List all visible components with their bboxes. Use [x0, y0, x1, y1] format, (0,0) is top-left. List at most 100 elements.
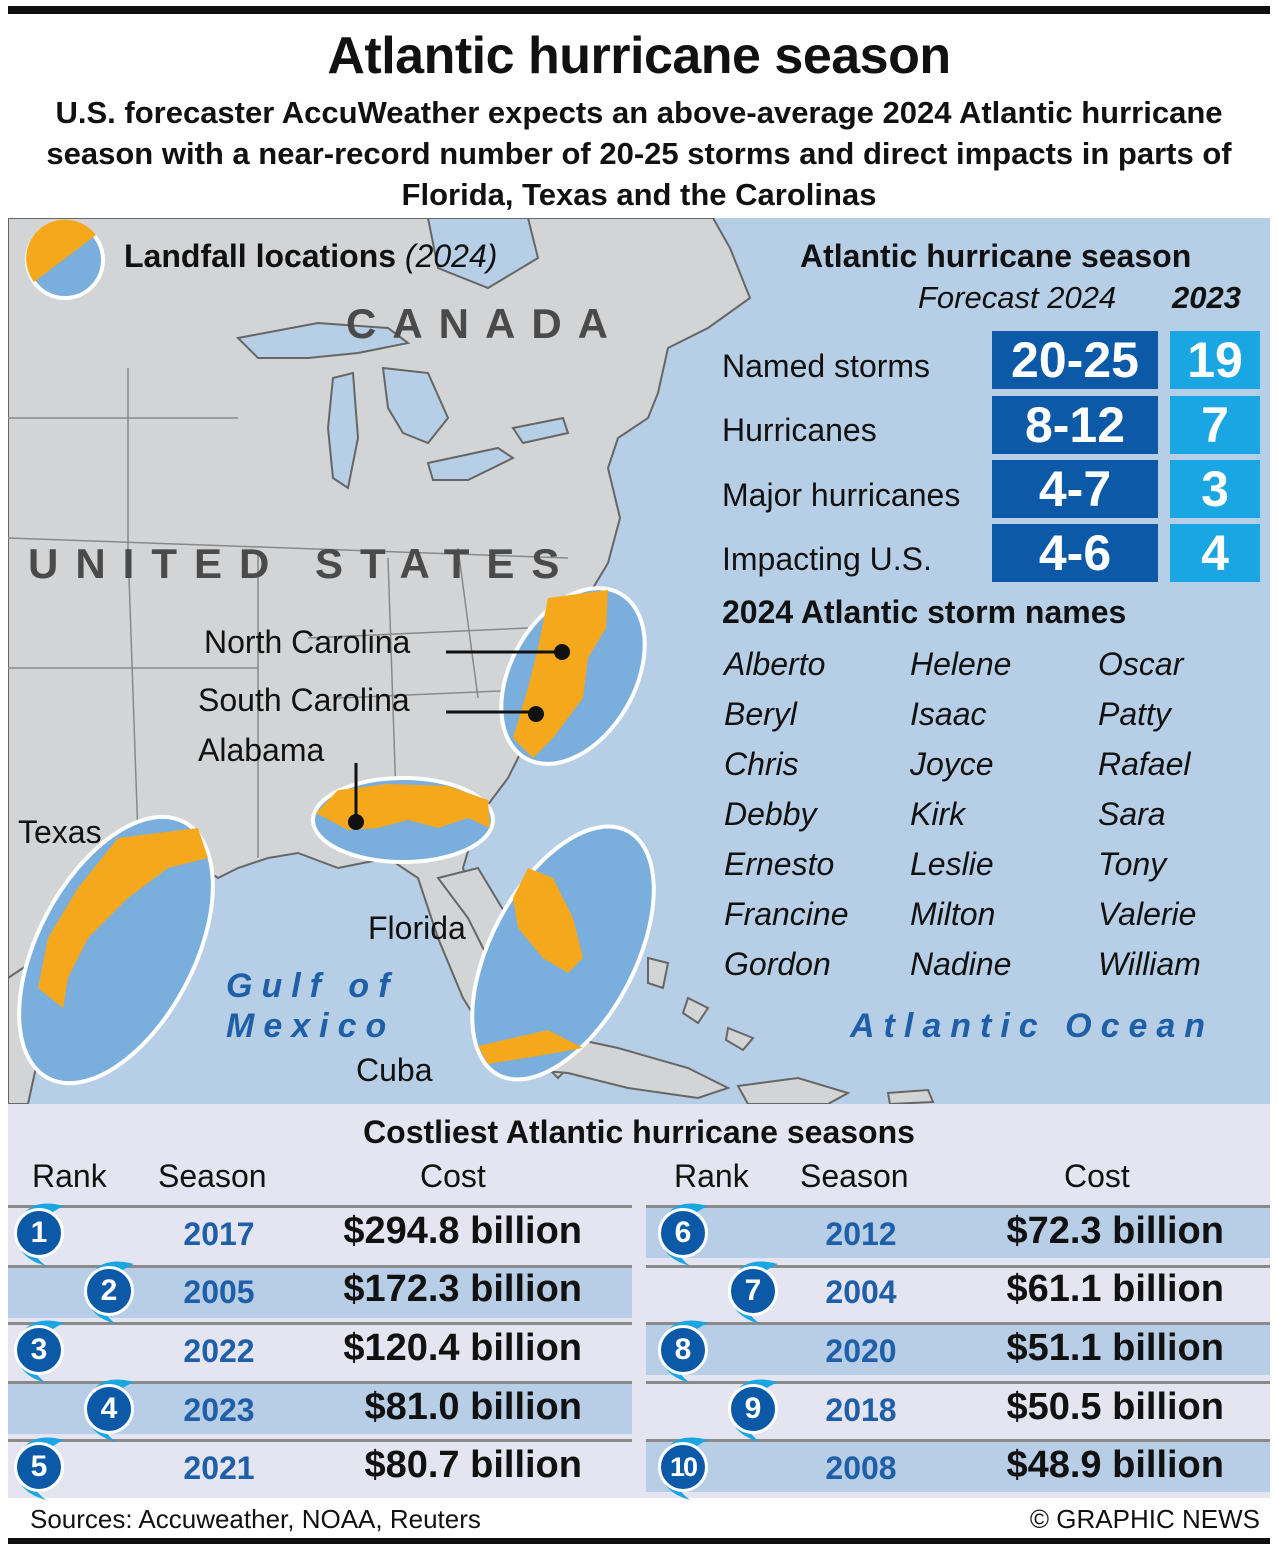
storm-name: Patty — [1098, 696, 1171, 732]
land-bahamas-1 — [647, 956, 670, 990]
forecast-row-label: Impacting U.S. — [722, 541, 932, 577]
storm-name: Francine — [724, 896, 849, 932]
forecast-2023-value: 19 — [1170, 331, 1260, 389]
forecast-row-label: Named storms — [722, 348, 931, 384]
forecast-2024-value: 8-12 — [992, 396, 1158, 454]
map-graphic — [8, 218, 935, 1104]
col-header-season: Season — [800, 1158, 909, 1194]
pointer-lines — [354, 650, 560, 818]
col-header-rank: Rank — [674, 1158, 749, 1194]
landfall-alabama — [311, 776, 495, 864]
rank-badge: 2 — [84, 1266, 134, 1316]
rank-badge: 8 — [658, 1325, 708, 1375]
storm-name: Nadine — [910, 946, 1012, 982]
rank-badge: 10 — [658, 1442, 708, 1492]
row-divider — [8, 1265, 632, 1268]
label-cuba: Cuba — [356, 1052, 433, 1088]
table-row — [8, 1325, 632, 1375]
landfall-texas — [17, 814, 215, 1086]
rank-badge: 6 — [658, 1208, 708, 1258]
season-cost: $50.5 billion — [1006, 1386, 1224, 1428]
storm-name: Joyce — [910, 746, 994, 782]
row-divider — [646, 1205, 1270, 1208]
storm-name: Ernesto — [724, 846, 835, 882]
season-year: 2017 — [183, 1216, 255, 1252]
forecast-col-2024: Forecast 2024 — [918, 280, 1117, 315]
storm-name: Helene — [910, 646, 1012, 682]
table-row — [646, 1325, 1270, 1375]
lake-michigan — [326, 371, 360, 490]
forecast-2023-value: 4 — [1170, 524, 1260, 582]
season-year: 2021 — [183, 1450, 255, 1486]
lake-ontario — [511, 416, 570, 445]
season-cost: $80.7 billion — [364, 1444, 582, 1486]
storm-name: Kirk — [910, 796, 966, 832]
rank-badge: 1 — [14, 1208, 64, 1258]
state-borders — [8, 368, 569, 859]
forecast-col-2023: 2023 — [1172, 280, 1241, 315]
rank-badge: 4 — [84, 1384, 134, 1434]
season-year: 2020 — [825, 1333, 897, 1369]
rank-badge: 3 — [14, 1325, 64, 1375]
season-cost: $172.3 billion — [343, 1268, 582, 1310]
legend-title: Landfall locations (2024) — [124, 238, 498, 274]
label-gulf-of-mexico: Gulf of Mexico — [226, 967, 399, 1045]
season-cost: $48.9 billion — [1006, 1444, 1224, 1486]
costliest-title: Costliest Atlantic hurricane seasons — [363, 1114, 915, 1150]
top-rule — [8, 6, 1270, 14]
storm-name: William — [1098, 946, 1201, 982]
season-year: 2008 — [825, 1450, 897, 1486]
credit: © GRAPHIC NEWS — [1029, 1504, 1260, 1534]
col-header-season: Season — [158, 1158, 267, 1194]
row-divider — [8, 1439, 632, 1442]
sc-dot — [528, 706, 544, 722]
rank-badge: 5 — [14, 1442, 64, 1492]
label-north-carolina: North Carolina — [204, 624, 411, 660]
storm-name: Rafael — [1098, 746, 1191, 782]
storm-name: Chris — [724, 746, 799, 782]
row-divider — [646, 1265, 1270, 1268]
rank-badge: 7 — [728, 1266, 778, 1316]
label-united-states: UNITED STATES — [28, 540, 577, 587]
bottom-rule — [8, 1538, 1270, 1544]
col-header-cost: Cost — [420, 1158, 486, 1194]
table-row — [8, 1208, 632, 1258]
table-row — [8, 1442, 632, 1492]
forecast-2023-value: 3 — [1170, 460, 1260, 518]
storm-name: Leslie — [910, 846, 994, 882]
land-bahamas-2 — [681, 996, 710, 1025]
forecast-2024-value: 4-7 — [992, 460, 1158, 518]
label-south-carolina: South Carolina — [198, 682, 410, 718]
table-row — [646, 1442, 1270, 1492]
forecast-2023-value: 7 — [1170, 396, 1260, 454]
forecast-row-label: Major hurricanes — [722, 477, 961, 513]
col-header-cost: Cost — [1064, 1158, 1130, 1194]
forecast-row-label: Hurricanes — [722, 412, 877, 448]
storm-name: Beryl — [724, 696, 797, 732]
season-cost: $61.1 billion — [1006, 1268, 1224, 1310]
label-canada: CANADA — [346, 300, 624, 347]
storm-name: Milton — [910, 896, 996, 932]
al-dot — [348, 814, 364, 830]
storm-names-heading: 2024 Atlantic storm names — [722, 594, 1127, 630]
season-year: 2012 — [825, 1216, 897, 1252]
forecast-heading: Atlantic hurricane season — [800, 238, 1192, 274]
storm-name: Tony — [1098, 846, 1167, 882]
row-divider — [646, 1439, 1270, 1442]
table-row — [646, 1208, 1270, 1258]
season-cost: $294.8 billion — [343, 1210, 582, 1252]
landfall-florida — [470, 824, 656, 1082]
land-bahamas-3 — [724, 1026, 755, 1052]
season-year: 2005 — [183, 1274, 255, 1310]
lake-huron — [381, 366, 450, 445]
row-divider — [8, 1205, 632, 1208]
season-year: 2022 — [183, 1333, 255, 1369]
legend-swatch — [25, 219, 105, 300]
label-florida: Florida — [368, 910, 466, 946]
label-atlantic-ocean: Atlantic Ocean — [850, 1007, 1215, 1045]
row-divider — [646, 1381, 1270, 1384]
nc-dot — [554, 644, 570, 660]
season-cost: $51.1 billion — [1006, 1327, 1224, 1369]
storm-name: Gordon — [724, 946, 831, 982]
label-alabama: Alabama — [198, 732, 325, 768]
